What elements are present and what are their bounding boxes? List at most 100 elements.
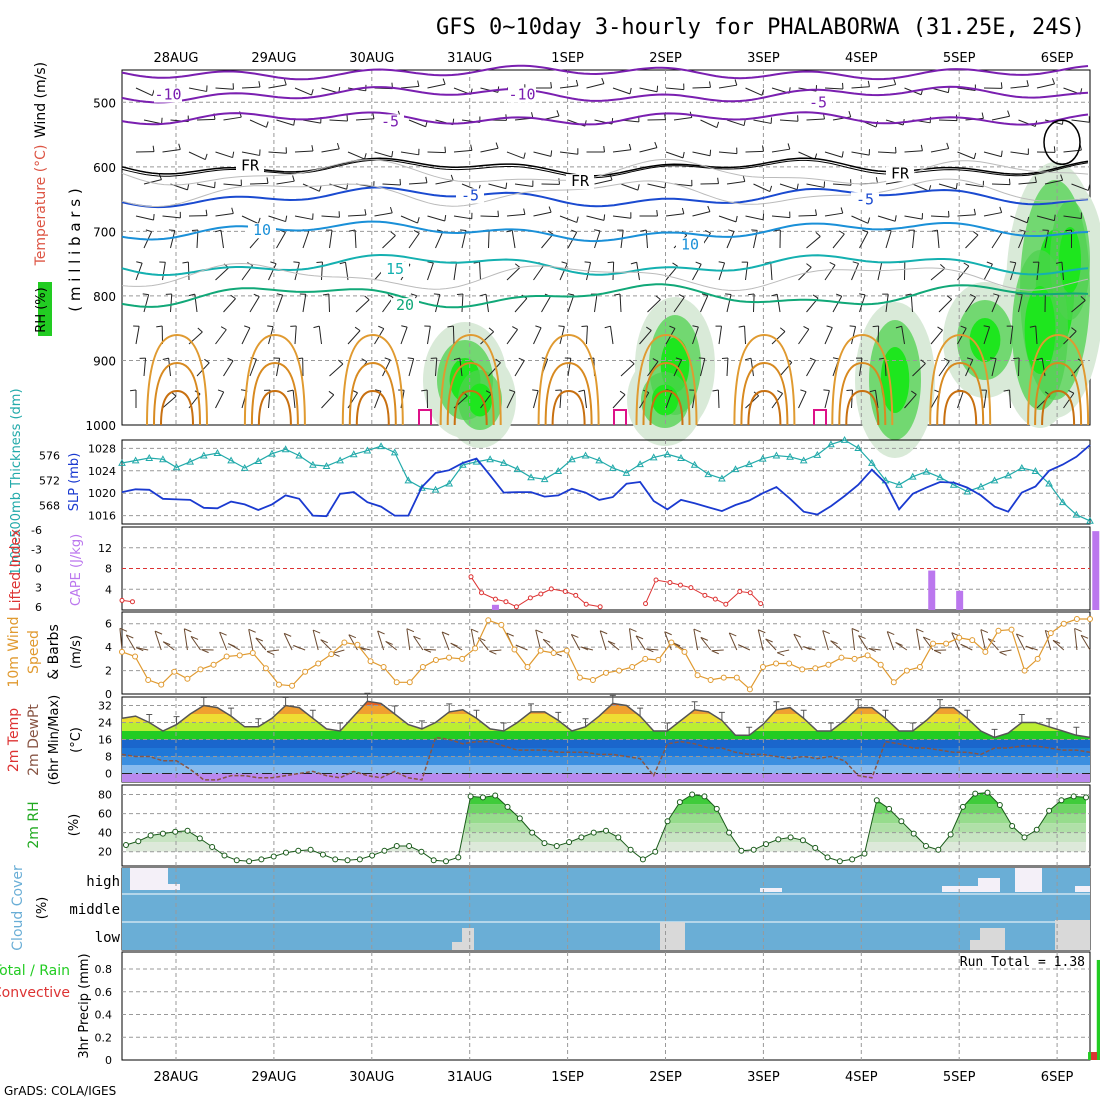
wind-barb-flag [806, 263, 812, 268]
wind-barb-flag [230, 294, 236, 300]
wind-barb [912, 183, 930, 192]
wind-barb [620, 183, 639, 191]
wind-barb-10m-flag [851, 628, 860, 632]
wind-barb-flag [509, 389, 516, 393]
wind-barb-flag [512, 326, 518, 330]
wind-barb [355, 299, 370, 313]
wind-barb [1044, 230, 1049, 249]
wind-barb-flag [652, 358, 659, 362]
wind-barb [824, 264, 836, 281]
date-label-top: 5SEP [943, 51, 976, 66]
wind-barb-flag [390, 231, 396, 236]
wind-barb [321, 261, 323, 281]
wind-barb-flag [1053, 146, 1056, 153]
wind-barb [779, 119, 798, 122]
wind-barb [745, 262, 749, 281]
thickness-point [145, 454, 154, 461]
wind-barb-flag [681, 207, 685, 214]
wind-barb-flag [1065, 229, 1072, 232]
wind-barb-flag [893, 78, 897, 85]
wind-barb [480, 147, 499, 153]
rh-point [172, 828, 179, 835]
warm-temperature-contour [341, 333, 404, 426]
lifted-index-point [513, 604, 519, 610]
wind-barb [832, 183, 851, 186]
wind-barb-flag [244, 325, 251, 329]
wind-barb [435, 294, 441, 313]
warm-temperature-contour [153, 361, 201, 426]
wind-barb-flag [417, 217, 420, 224]
cape-bar [1092, 531, 1100, 610]
wind-barb [514, 360, 525, 377]
temperature-contour [121, 220, 1089, 243]
wind-barb-10m [385, 641, 398, 651]
wind-barb-flag [535, 325, 542, 329]
rh-point [221, 852, 228, 859]
precip-panel: 0.8 0.6 0.4 0.2 0 Run Total = 1.38 Total / Rai… [0, 951, 1100, 1067]
temp-tick-label: 0 [105, 768, 112, 781]
wind-barb-flag [265, 121, 269, 128]
wind-barb [859, 358, 863, 377]
thickness-point [390, 448, 399, 456]
precip-axis-title: 3hr Precip (mm) [77, 953, 92, 1058]
wind-barb [912, 363, 926, 377]
wind-barb-flag [742, 175, 746, 182]
wind-barb [215, 212, 234, 217]
temperature-axis-title: Temperature (°C) [33, 145, 49, 267]
wind-barb [771, 148, 790, 153]
lifted-index-point [503, 599, 509, 605]
rh-band [126, 804, 1086, 814]
wind-speed-point [380, 664, 387, 671]
lifted-index-point [677, 582, 683, 588]
rh-point [566, 839, 573, 846]
wind-barb [321, 215, 340, 218]
thickness-point [758, 454, 767, 462]
wind-barb [824, 390, 830, 409]
wind-barb [806, 236, 821, 249]
wind-speed-point [223, 653, 230, 660]
wind-barb [479, 261, 481, 281]
wind-barb [241, 327, 251, 345]
lifted-index-point [468, 574, 474, 580]
wind-barb-flag [293, 261, 300, 264]
rh-point [676, 799, 683, 806]
wind-barb [594, 230, 601, 249]
thickness-point [745, 460, 754, 468]
wind-speed-point [642, 655, 649, 662]
wind-barb [851, 151, 870, 156]
wind-barb-flag [840, 207, 844, 214]
wind-barb [798, 266, 812, 281]
wind-barb-flag [1051, 78, 1056, 85]
wind-barb-flag [800, 389, 807, 393]
rh-point [147, 832, 154, 839]
wind-barb [832, 296, 843, 313]
wind-barb [541, 296, 551, 313]
contour-label-bg [381, 261, 409, 277]
temp-tick-label: 32 [98, 700, 112, 713]
wind-barb [983, 151, 1002, 158]
rh-tick-label: 20 [98, 846, 112, 859]
date-label-bottom: 2SEP [649, 1070, 682, 1085]
date-label-bottom: 30AUG [349, 1070, 394, 1085]
rh-point [159, 830, 166, 837]
wind-barb-flag [550, 150, 553, 157]
wind-barb-flag [779, 327, 786, 332]
wind-barb [408, 182, 427, 185]
rh-axis-title: 2m RH [26, 801, 42, 848]
wind-speed-point [616, 667, 623, 674]
wind-barb [188, 151, 206, 161]
cloud-level-label: high [86, 874, 120, 890]
wind-barb [220, 230, 224, 249]
rh-point [492, 792, 499, 799]
wind-barb [168, 358, 171, 377]
wind-barb-10m [1044, 630, 1052, 651]
wind-barb-10m [255, 637, 267, 651]
wind-speed-point [655, 657, 662, 664]
lifted-index-point [492, 596, 498, 602]
wind-speed-point [1087, 616, 1093, 623]
wind-barb-flag [550, 81, 552, 89]
wind-barb-flag [698, 357, 705, 360]
warm-temperature-contour [439, 333, 502, 426]
wind-barb-flag [656, 209, 658, 217]
wind-barb-10m-flag [664, 631, 672, 636]
